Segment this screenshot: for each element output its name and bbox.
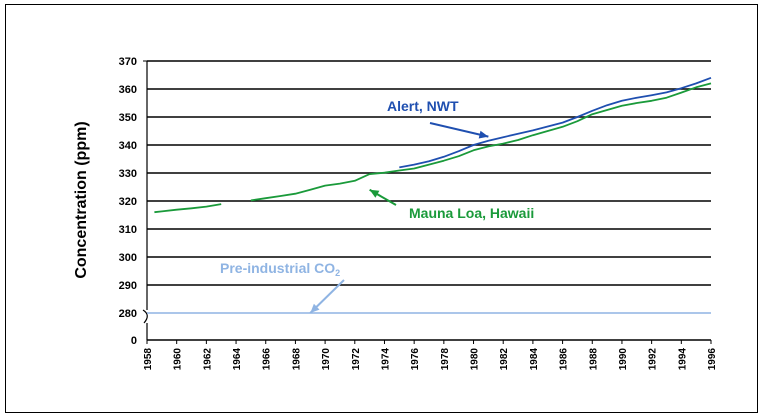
x-tick-1960: 1960: [173, 348, 184, 371]
x-tick-1986: 1986: [559, 348, 570, 371]
y-tick-350: 350: [119, 112, 137, 124]
y-tick-280: 280: [119, 308, 137, 320]
x-tick-1982: 1982: [499, 348, 510, 371]
y-tick-320: 320: [119, 196, 137, 208]
axis-break-mark: [142, 309, 148, 324]
arrow-alert-nwt-head: [478, 130, 489, 139]
y-tick-330: 330: [119, 168, 137, 180]
x-tick-1978: 1978: [440, 348, 451, 371]
x-tick-1962: 1962: [202, 348, 213, 371]
x-tick-1992: 1992: [648, 348, 659, 371]
annotation-pre-industrial-text: Pre-industrial CO: [220, 260, 335, 276]
x-tick-1980: 1980: [470, 348, 481, 371]
annotation-pre-industrial: Pre-industrial CO2: [220, 260, 340, 278]
y-tick-370: 370: [119, 56, 137, 68]
y-tick-0: 0: [131, 335, 137, 347]
annotations: Alert, NWT Mauna Loa, Hawaii Pre-industr…: [220, 98, 534, 314]
x-tick-labels: 1958 1960 1962 1964 1966 1968 1970 1972 1974 1976…: [143, 348, 718, 371]
y-tick-290: 290: [119, 280, 137, 292]
x-tick-1972: 1972: [351, 348, 362, 371]
y-tick-360: 360: [119, 84, 137, 96]
y-tick-340: 340: [119, 140, 137, 152]
series-lines: [147, 76, 712, 314]
series-0-segment-1: [250, 82, 712, 202]
annotation-alert-nwt: Alert, NWT: [387, 98, 459, 114]
x-tick-1984: 1984: [529, 348, 540, 371]
x-tick-1988: 1988: [588, 348, 599, 371]
x-tick-1968: 1968: [291, 348, 302, 371]
x-tick-1958: 1958: [143, 348, 154, 371]
co2-line-chart: 0 280 290 300 310 320 330 340 350 360 370 1958 1960…: [73, 56, 718, 371]
arrow-pre-industrial-head: [310, 303, 320, 313]
x-tick-1990: 1990: [618, 348, 629, 371]
x-tick-1964: 1964: [232, 348, 243, 371]
chart-frame: 0 280 290 300 310 320 330 340 350 360 370 1958 1960…: [5, 4, 758, 413]
y-tick-labels: 0 280 290 300 310 320 330 340 350 360 370: [119, 56, 137, 347]
annotation-mauna-loa: Mauna Loa, Hawaii: [409, 205, 534, 221]
series-0-segment-0: [154, 203, 222, 214]
x-tick-1976: 1976: [410, 348, 421, 371]
x-tick-1996: 1996: [707, 348, 718, 371]
arrow-mauna-loa-head: [369, 189, 380, 198]
arrow-alert-nwt: [429, 122, 489, 138]
x-tick-1970: 1970: [321, 348, 332, 371]
x-tick-1994: 1994: [677, 348, 688, 371]
y-axis-label: Concentration (ppm): [73, 121, 90, 278]
annotation-pre-industrial-subscript: 2: [335, 268, 340, 278]
y-tick-300: 300: [119, 252, 137, 264]
axes: [142, 60, 712, 344]
x-tick-1966: 1966: [262, 348, 273, 371]
series-1-segment-0: [399, 76, 712, 169]
grid-lines: [147, 60, 711, 286]
x-tick-1974: 1974: [380, 348, 391, 371]
y-tick-310: 310: [119, 224, 137, 236]
